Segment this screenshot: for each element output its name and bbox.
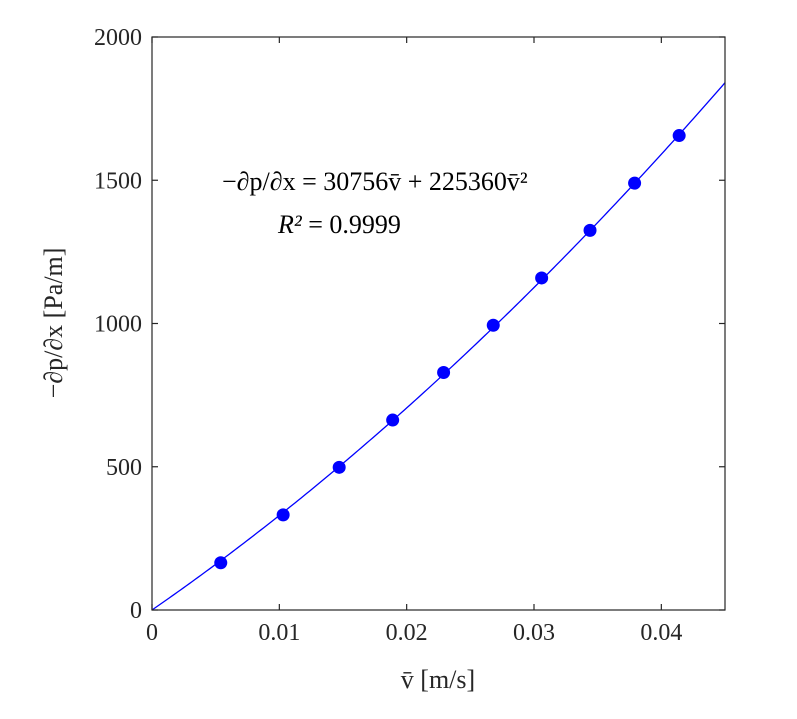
x-axis-ticks: 0 0.01 0.02 0.03 0.04 xyxy=(146,37,682,646)
data-points-layer xyxy=(214,129,686,570)
plot-frame xyxy=(151,36,726,611)
y-axis-label: −∂p/∂x [Pa/m] xyxy=(39,248,68,399)
data-point xyxy=(486,318,500,332)
x-tick-label: 0.03 xyxy=(513,620,555,646)
data-point xyxy=(628,176,642,190)
x-tick-label: 0 xyxy=(146,620,158,646)
data-point xyxy=(214,556,228,570)
data-point xyxy=(386,413,400,427)
x-axis-label: v̄ [m/s] xyxy=(401,665,475,694)
fit-equation: −∂p/∂x = 30756v̄ + 225360v̄² xyxy=(222,167,528,196)
y-axis-ticks: 0 500 1000 1500 2000 xyxy=(94,25,725,624)
fit-curve-layer xyxy=(151,82,726,611)
data-point xyxy=(672,129,686,143)
data-point xyxy=(583,223,597,237)
y-tick-label: 2000 xyxy=(94,25,142,51)
data-point xyxy=(332,460,346,474)
r-squared-symbol: R² xyxy=(277,210,303,239)
x-tick-label: 0.02 xyxy=(386,620,428,646)
fit-curve-line xyxy=(151,82,726,611)
r-squared-value: = 0.9999 xyxy=(302,210,401,239)
data-point xyxy=(276,508,290,522)
x-tick-label: 0.01 xyxy=(258,620,300,646)
r-squared-text: R² = 0.9999 xyxy=(277,210,401,239)
data-point xyxy=(437,365,451,379)
data-point xyxy=(535,271,549,285)
y-tick-label: 1000 xyxy=(94,312,142,338)
y-tick-label: 1500 xyxy=(94,168,142,194)
x-tick-label: 0.04 xyxy=(640,620,682,646)
y-tick-label: 500 xyxy=(106,455,142,481)
y-tick-label: 0 xyxy=(130,598,142,624)
